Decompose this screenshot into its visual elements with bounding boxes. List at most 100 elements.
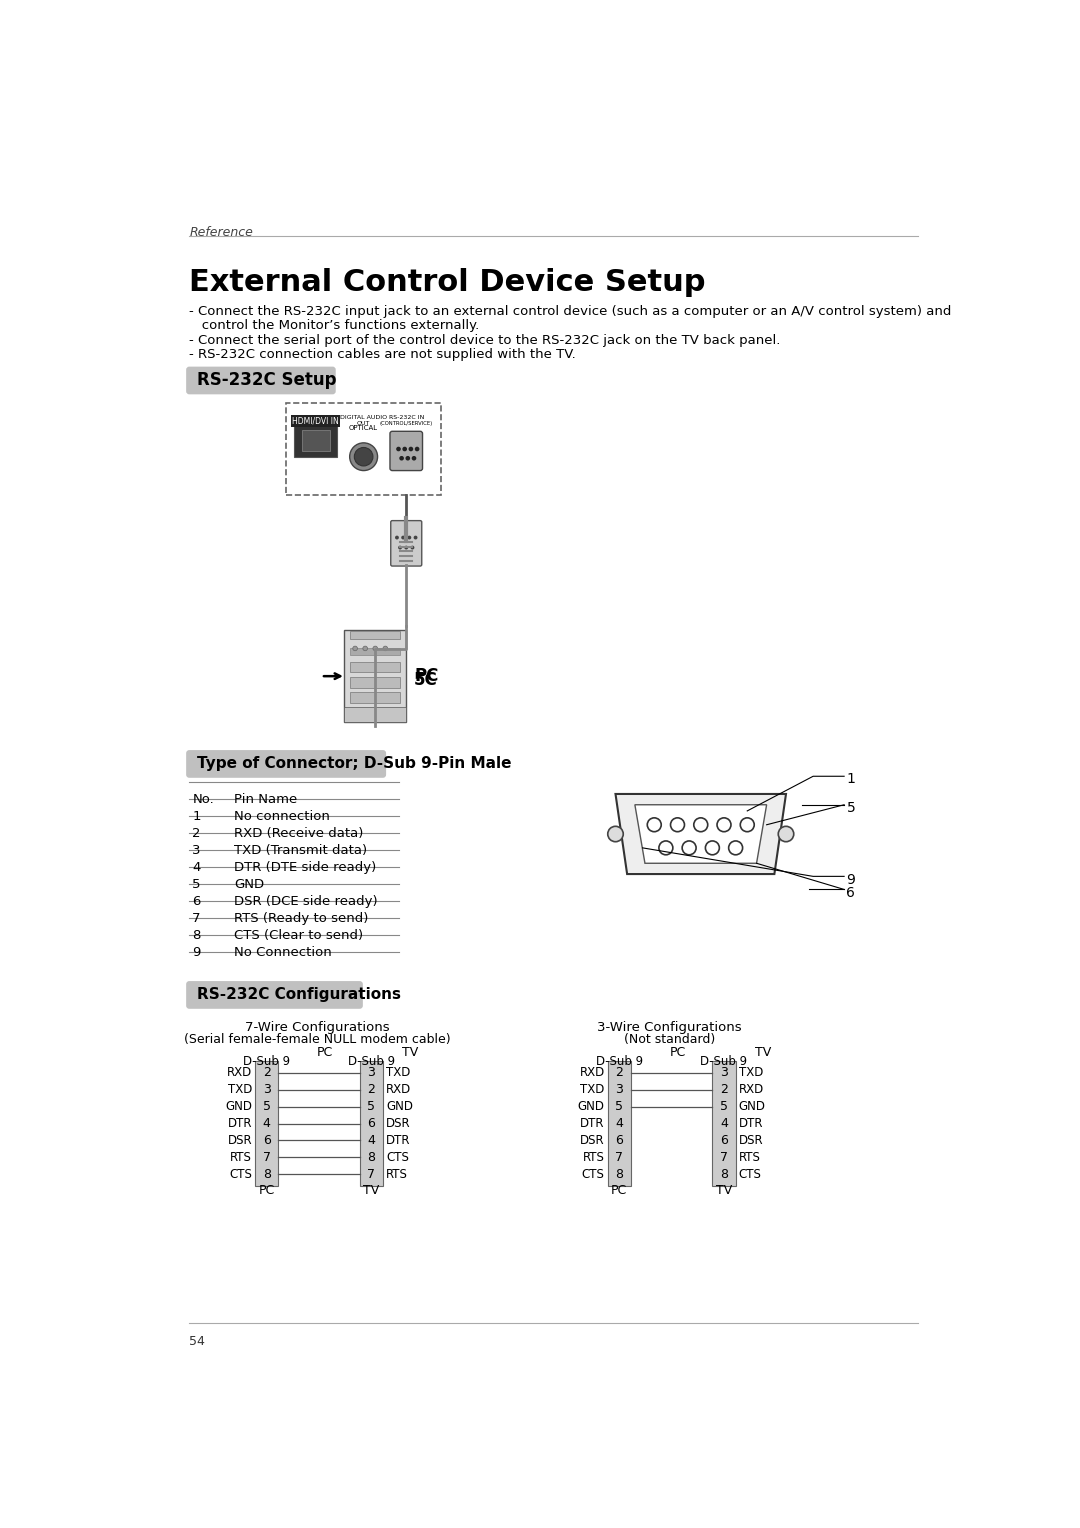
- Text: 1: 1: [847, 773, 855, 787]
- Text: 8: 8: [192, 929, 201, 941]
- FancyBboxPatch shape: [186, 981, 363, 1008]
- Circle shape: [693, 817, 707, 831]
- Text: DTR: DTR: [580, 1117, 605, 1131]
- Circle shape: [363, 646, 367, 651]
- Text: No connection: No connection: [234, 810, 330, 824]
- Text: control the Monitor’s functions externally.: control the Monitor’s functions external…: [189, 319, 480, 332]
- Text: RXD: RXD: [387, 1083, 411, 1096]
- Circle shape: [415, 446, 419, 451]
- Text: 3: 3: [262, 1083, 271, 1096]
- Text: DIGITAL AUDIO: DIGITAL AUDIO: [340, 414, 388, 420]
- Text: RTS (Ready to send): RTS (Ready to send): [234, 912, 368, 924]
- Text: RS-232C IN: RS-232C IN: [389, 414, 424, 420]
- Text: RS-232C Configurations: RS-232C Configurations: [197, 987, 401, 1002]
- Bar: [360, 1060, 383, 1186]
- Circle shape: [410, 545, 415, 550]
- Text: HDMI/DVI IN: HDMI/DVI IN: [293, 416, 339, 425]
- Text: 2: 2: [616, 1067, 623, 1079]
- Circle shape: [647, 817, 661, 831]
- Bar: [608, 1060, 631, 1186]
- Text: 8: 8: [367, 1151, 376, 1164]
- Text: TV: TV: [755, 1045, 771, 1059]
- Text: 3: 3: [192, 843, 201, 857]
- Text: 1: 1: [192, 810, 201, 824]
- FancyBboxPatch shape: [391, 521, 422, 565]
- Bar: [255, 1060, 279, 1186]
- Text: 8: 8: [262, 1167, 271, 1181]
- Text: DTR (DTE side ready): DTR (DTE side ready): [234, 860, 377, 874]
- Text: 4: 4: [720, 1117, 728, 1131]
- Circle shape: [395, 536, 399, 539]
- Text: 9: 9: [192, 946, 201, 958]
- Bar: [286, 403, 441, 495]
- Text: - RS-232C connection cables are not supplied with the TV.: - RS-232C connection cables are not supp…: [189, 348, 576, 361]
- Text: DSR: DSR: [580, 1134, 605, 1148]
- Text: 4: 4: [192, 860, 201, 874]
- Bar: [350, 662, 400, 672]
- Circle shape: [729, 840, 743, 854]
- Circle shape: [408, 446, 414, 451]
- Text: D-Sub 9: D-Sub 9: [701, 1054, 747, 1068]
- Text: - Connect the serial port of the control device to the RS-232C jack on the TV ba: - Connect the serial port of the control…: [189, 335, 781, 347]
- Text: 3: 3: [720, 1067, 728, 1079]
- Text: RXD: RXD: [579, 1067, 605, 1079]
- Circle shape: [411, 455, 416, 460]
- Text: 6: 6: [720, 1134, 728, 1148]
- Bar: [294, 425, 337, 457]
- Text: TXD: TXD: [580, 1083, 605, 1096]
- Text: 6: 6: [367, 1117, 376, 1131]
- Circle shape: [373, 646, 378, 651]
- Circle shape: [400, 455, 404, 460]
- Text: External Control Device Setup: External Control Device Setup: [189, 267, 705, 296]
- Text: D-Sub 9: D-Sub 9: [348, 1054, 395, 1068]
- Text: RTS: RTS: [739, 1151, 760, 1164]
- Circle shape: [403, 446, 407, 451]
- Text: Reference: Reference: [189, 226, 253, 238]
- Text: TV: TV: [403, 1045, 419, 1059]
- Text: 8: 8: [616, 1167, 623, 1181]
- Text: - Connect the RS-232C input jack to an external control device (such as a comput: - Connect the RS-232C input jack to an e…: [189, 306, 951, 318]
- Text: 5: 5: [262, 1100, 271, 1112]
- Text: 5: 5: [192, 879, 201, 891]
- Text: TXD: TXD: [739, 1067, 764, 1079]
- Circle shape: [705, 840, 719, 854]
- Text: 5: 5: [367, 1100, 376, 1112]
- Text: 6: 6: [847, 886, 855, 900]
- Circle shape: [608, 827, 623, 842]
- Text: 3: 3: [367, 1067, 376, 1079]
- Bar: [713, 1060, 735, 1186]
- Circle shape: [350, 443, 378, 471]
- Text: 3-Wire Configurations: 3-Wire Configurations: [597, 1021, 742, 1034]
- Bar: [350, 677, 400, 688]
- Text: Pin Name: Pin Name: [234, 793, 297, 807]
- Text: TXD: TXD: [228, 1083, 252, 1096]
- Circle shape: [405, 455, 410, 460]
- Text: RTS: RTS: [583, 1151, 605, 1164]
- Text: (Serial female-female NULL modem cable): (Serial female-female NULL modem cable): [184, 1033, 450, 1047]
- Text: PC: PC: [414, 668, 438, 685]
- Text: 7-Wire Configurations: 7-Wire Configurations: [245, 1021, 390, 1034]
- Circle shape: [354, 448, 373, 466]
- Circle shape: [401, 536, 405, 539]
- Text: DSR (DCE side ready): DSR (DCE side ready): [234, 895, 378, 908]
- Text: DSR: DSR: [739, 1134, 764, 1148]
- Text: 2: 2: [720, 1083, 728, 1096]
- Bar: [350, 631, 400, 639]
- Text: RTS: RTS: [230, 1151, 252, 1164]
- Text: TXD (Transmit data): TXD (Transmit data): [234, 843, 367, 857]
- Text: 8: 8: [720, 1167, 728, 1181]
- Text: 4: 4: [616, 1117, 623, 1131]
- Text: 2: 2: [367, 1083, 376, 1096]
- Text: PC: PC: [318, 1045, 334, 1059]
- Circle shape: [414, 536, 418, 539]
- Circle shape: [353, 646, 357, 651]
- Text: GND: GND: [387, 1100, 414, 1112]
- Circle shape: [659, 840, 673, 854]
- Bar: [350, 692, 400, 703]
- Text: OUT: OUT: [356, 420, 370, 426]
- Text: 6: 6: [616, 1134, 623, 1148]
- FancyBboxPatch shape: [186, 367, 336, 394]
- Text: RXD: RXD: [739, 1083, 764, 1096]
- Circle shape: [683, 840, 697, 854]
- Text: 4: 4: [262, 1117, 271, 1131]
